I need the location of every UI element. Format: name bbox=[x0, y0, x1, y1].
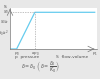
Text: $p_1$: $p_1$ bbox=[92, 51, 98, 58]
Text: $S_0$: $S_0$ bbox=[3, 9, 9, 16]
Text: S  flow-volume: S flow-volume bbox=[56, 55, 88, 59]
Text: $p_0$: $p_0$ bbox=[14, 51, 20, 58]
Text: $\delta = \delta_0\ \left(\delta = \dfrac{\delta_0}{K_0}\right)$: $\delta = \delta_0\ \left(\delta = \dfra… bbox=[21, 60, 59, 75]
Text: p  pressure: p pressure bbox=[15, 55, 40, 59]
Text: S: S bbox=[4, 5, 7, 9]
Text: $S_0/\!\alpha$: $S_0/\!\alpha$ bbox=[0, 19, 9, 26]
Text: $\alpha p_0$: $\alpha p_0$ bbox=[30, 51, 39, 58]
Text: $S_0/\!\alpha^2$: $S_0/\!\alpha^2$ bbox=[0, 28, 9, 38]
